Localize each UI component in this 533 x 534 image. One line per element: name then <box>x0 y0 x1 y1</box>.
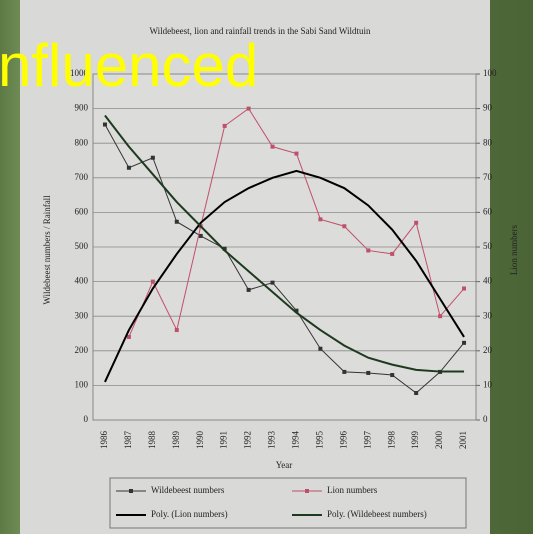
y2-axis-title: Lion numbers <box>509 224 519 275</box>
data-marker <box>126 334 131 339</box>
x-tick-label: 2000 <box>434 431 444 450</box>
y-tick-label: 900 <box>75 103 89 113</box>
y2-tick-label: 80 <box>483 137 493 147</box>
y-tick-label: 100 <box>75 379 89 389</box>
y2-tick-label: 20 <box>483 345 493 355</box>
data-marker <box>366 370 371 375</box>
data-marker <box>150 155 155 160</box>
data-marker <box>174 219 179 224</box>
data-marker <box>390 251 395 256</box>
y2-tick-label: 90 <box>483 103 493 113</box>
data-marker <box>126 165 131 170</box>
x-tick-label: 1992 <box>243 431 253 449</box>
y2-tick-label: 70 <box>483 172 493 182</box>
x-tick-label: 1996 <box>338 431 348 450</box>
y2-tick-label: 10 <box>483 379 493 389</box>
x-tick-label: 1991 <box>219 431 229 449</box>
x-tick-label: 2001 <box>458 431 468 449</box>
x-tick-label: 1994 <box>291 431 301 450</box>
y-tick-label: 400 <box>75 276 89 286</box>
x-tick-label: 1995 <box>314 431 324 450</box>
y-tick-label: 300 <box>75 310 89 320</box>
legend-label: Wildebeest numbers <box>151 485 225 495</box>
y-tick-label: 200 <box>75 345 89 355</box>
data-marker <box>222 123 227 128</box>
x-tick-label: 1999 <box>410 431 420 450</box>
y2-tick-label: 30 <box>483 310 493 320</box>
y-tick-label: 500 <box>75 241 89 251</box>
x-tick-label: 1997 <box>362 431 372 450</box>
legend-label: Poly. (Wildebeest numbers) <box>327 509 427 519</box>
x-tick-label: 1989 <box>171 431 181 450</box>
data-marker <box>342 369 347 374</box>
y2-tick-label: 60 <box>483 206 493 216</box>
x-tick-label: 1986 <box>99 431 109 450</box>
data-marker <box>462 340 467 345</box>
y2-tick-label: 50 <box>483 241 493 251</box>
data-marker <box>366 248 371 253</box>
legend-label: Lion numbers <box>327 485 378 495</box>
chart-title: Wildebeest, lion and rainfall trends in … <box>149 26 371 36</box>
y-tick-label: 1000 <box>70 68 89 78</box>
data-marker <box>390 373 395 378</box>
data-marker <box>222 246 227 251</box>
data-marker <box>342 224 347 229</box>
data-marker <box>198 233 203 238</box>
data-marker <box>294 308 299 313</box>
data-marker <box>246 287 251 292</box>
x-tick-label: 1990 <box>195 431 205 450</box>
series-line <box>104 124 465 394</box>
x-tick-label: 1987 <box>123 431 133 450</box>
y-tick-label: 700 <box>75 172 89 182</box>
data-marker <box>414 391 419 396</box>
x-axis-title: Year <box>276 460 293 470</box>
data-marker <box>414 220 419 225</box>
y2-tick-label: 100 <box>483 68 497 78</box>
data-marker <box>318 346 323 351</box>
data-marker <box>318 217 323 222</box>
data-marker <box>438 314 443 319</box>
y2-tick-label: 0 <box>483 414 488 424</box>
data-marker <box>294 151 299 156</box>
data-marker <box>270 280 275 285</box>
series-line <box>104 169 465 383</box>
legend-marker <box>129 489 133 493</box>
data-marker <box>270 144 275 149</box>
legend-box <box>109 477 467 529</box>
legend-label: Poly. (Lion numbers) <box>151 509 228 519</box>
data-marker <box>174 328 179 333</box>
x-tick-label: 1993 <box>267 431 277 450</box>
data-marker <box>102 122 107 127</box>
y-tick-label: 0 <box>84 414 89 424</box>
y2-tick-label: 40 <box>483 276 493 286</box>
data-marker <box>150 279 155 284</box>
y-tick-label: 800 <box>75 137 89 147</box>
x-tick-label: 1998 <box>386 431 396 450</box>
data-marker <box>462 286 467 291</box>
y-axis-title: Wildebeest numbers / Rainfall <box>42 195 52 305</box>
x-tick-label: 1988 <box>147 431 157 450</box>
data-marker <box>246 106 251 111</box>
legend-marker <box>305 489 309 493</box>
y-tick-label: 600 <box>75 206 89 216</box>
series-line <box>104 114 465 373</box>
